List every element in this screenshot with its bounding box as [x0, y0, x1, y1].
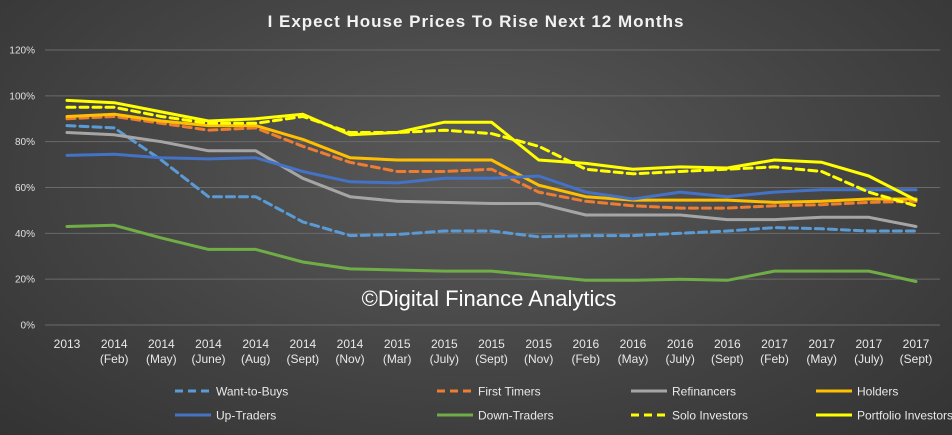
legend-item: Portfolio Investors [816, 409, 952, 423]
x-tick-label: 2014 (May) [146, 337, 177, 366]
legend-label: Holders [857, 385, 898, 399]
y-axis-ticks: 0% 20% 40% 60% 80% 100% 120% [9, 46, 35, 332]
x-tick-label: 2015 (Sept) [475, 337, 508, 366]
legend-item: First Timers [437, 385, 541, 399]
chart-title: I Expect House Prices To Rise Next 12 Mo… [268, 12, 685, 31]
legend-item: Want-to-Buys [175, 385, 288, 399]
legend: Want-to-Buys First Timers Refinancers Holde… [175, 385, 952, 423]
series-line-solo-investors [65, 105, 918, 208]
legend-label: Solo Investors [672, 409, 748, 423]
legend-label: Down-Traders [478, 409, 554, 423]
legend-item: Down-Traders [437, 409, 554, 423]
x-tick-label: 2017 (July) [854, 337, 883, 366]
x-tick-label: 2017 (Sept) [900, 337, 933, 366]
y-tick-label: 80% [15, 137, 35, 148]
legend-label: Want-to-Buys [216, 385, 288, 399]
legend-item: Solo Investors [631, 409, 748, 423]
gridlines [45, 49, 940, 326]
watermark-text: ©Digital Finance Analytics [362, 286, 617, 311]
x-tick-label: 2016 (Feb) [571, 337, 600, 366]
series-line-holders [65, 112, 918, 204]
x-tick-label: 2016 (May) [618, 337, 649, 366]
x-tick-label: 2016 (Sept) [711, 337, 744, 366]
x-tick-label: 2014 (Sept) [286, 337, 319, 366]
legend-item: Holders [816, 385, 898, 399]
x-axis-ticks: 2013 2014 (Feb) 2014 (May) 2014 (June) 2014 (Aug… [54, 337, 933, 366]
series-line-want-to-buys [65, 124, 918, 239]
x-tick-label: 2017 (Feb) [760, 337, 789, 366]
x-tick-label: 2017 (May) [806, 337, 837, 366]
x-tick-label: 2016 (July) [665, 337, 694, 366]
legend-label: Refinancers [672, 385, 736, 399]
legend-label: First Timers [478, 385, 541, 399]
series-line-first-timers [65, 115, 918, 210]
x-tick-label: 2015 (July) [430, 337, 459, 366]
x-tick-label: 2015 (Nov) [524, 337, 553, 366]
x-tick-label: 2015 (Mar) [383, 337, 412, 366]
series-line-portfolio-investors [65, 98, 918, 202]
legend-label: Portfolio Investors [857, 409, 952, 423]
legend-item: Up-Traders [175, 409, 276, 423]
x-tick-label: 2014 (Feb) [100, 337, 129, 366]
y-tick-label: 40% [15, 229, 35, 240]
y-tick-label: 20% [15, 275, 35, 286]
x-tick-label: 2013 [54, 337, 81, 351]
y-tick-label: 60% [15, 183, 35, 194]
legend-label: Up-Traders [216, 409, 276, 423]
y-tick-label: 120% [9, 46, 35, 57]
series-line-down-traders [65, 223, 918, 283]
x-tick-label: 2014 (June) [191, 337, 225, 366]
x-tick-label: 2014 (Nov) [335, 337, 364, 366]
series-line-up-traders [65, 152, 918, 201]
legend-item: Refinancers [631, 385, 736, 399]
y-tick-label: 0% [21, 321, 36, 332]
y-tick-label: 100% [9, 91, 35, 102]
series-lines [65, 98, 918, 283]
series-line-refinancers [65, 131, 918, 228]
x-tick-label: 2014 (Aug) [241, 337, 270, 366]
